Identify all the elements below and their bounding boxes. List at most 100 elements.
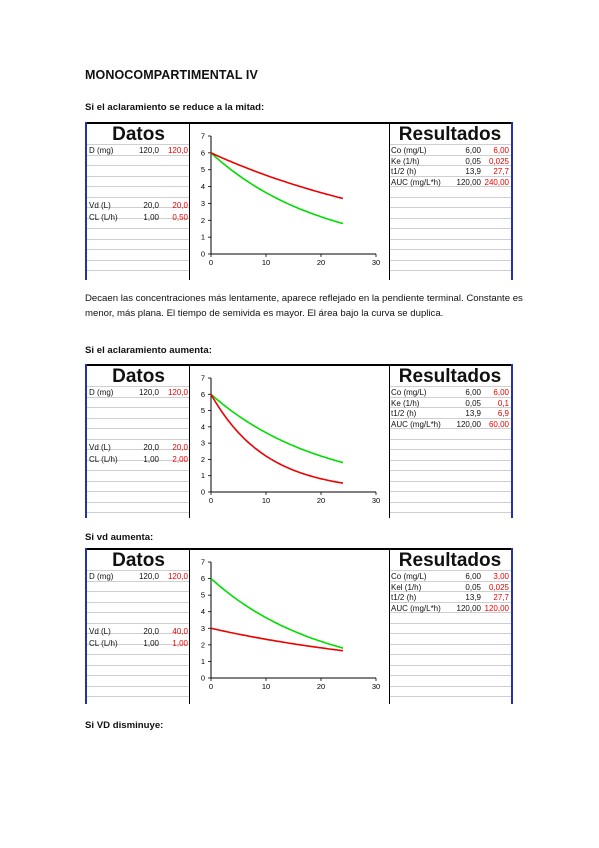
- datos-title: Datos: [112, 366, 165, 387]
- datos-panel: Datos D (mg) 120,0 120,0 Vd (L) 20,0 20,0 CL (L…: [87, 364, 190, 518]
- modified-curve: [210, 627, 344, 652]
- y-tick-label: 3: [201, 624, 205, 633]
- x-tick-label: 20: [317, 258, 325, 267]
- datos-new-value: 40,0: [172, 627, 188, 636]
- modified-curve: [210, 393, 344, 484]
- y-tick-label: 7: [201, 558, 205, 567]
- y-tick-label: 5: [201, 165, 205, 174]
- datos-base-value: 20,0: [143, 201, 159, 210]
- resultados-title: Resultados: [398, 550, 502, 571]
- x-tick-label: 0: [209, 496, 213, 505]
- datos-new-value: 120,0: [167, 388, 188, 397]
- y-tick-label: 4: [201, 607, 205, 616]
- datos-panel: Datos D (mg) 120,0 120,0 Vd (L) 20,0 40,0 CL (L…: [87, 548, 190, 704]
- resultados-base-value: 6,00: [465, 388, 481, 397]
- resultados-label: t1/2 (h): [391, 593, 417, 602]
- x-tick-label: 10: [262, 682, 270, 691]
- x-tick-label: 20: [317, 682, 325, 691]
- datos-base-value: 1,00: [143, 213, 159, 222]
- caption-vd-decreased: Si VD disminuye:: [85, 720, 164, 731]
- resultados-new-value: 240,00: [484, 177, 509, 187]
- y-tick-label: 6: [201, 574, 205, 583]
- x-tick-label: 30: [372, 496, 380, 505]
- datos-new-value: 120,0: [167, 146, 188, 155]
- caption-vd-increased: Si vd aumenta:: [85, 532, 154, 543]
- y-tick-label: 2: [201, 455, 205, 464]
- spreadsheet-panel-2: Datos D (mg) 120,0 120,0 Vd (L) 20,0 20,0 CL (L…: [85, 364, 513, 518]
- y-tick-label: 3: [201, 199, 205, 208]
- resultados-panel: Resultados Co (mg/L) 6,00 6,00 Ke (1/h) 0,05 0…: [389, 122, 511, 280]
- datos-new-value: 20,0: [172, 201, 188, 210]
- y-tick-label: 4: [201, 422, 205, 431]
- resultados-new-value: 27,7: [493, 593, 509, 602]
- y-tick-label: 7: [201, 132, 205, 141]
- datos-title: Datos: [112, 124, 165, 145]
- resultados-label: t1/2 (h): [391, 167, 417, 176]
- y-tick-label: 2: [201, 216, 205, 225]
- resultados-new-value: 120,00: [484, 603, 509, 613]
- spreadsheet-panel-3: Datos D (mg) 120,0 120,0 Vd (L) 20,0 40,0 CL (L…: [85, 548, 513, 704]
- datos-new-value: 20,0: [172, 443, 188, 452]
- resultados-label: AUC (mg/L*h): [391, 419, 441, 429]
- datos-new-value: 1,00: [172, 639, 188, 648]
- concentration-chart: 0 1 2 3 4 5 6 7 0 10 20 30: [201, 132, 380, 268]
- resultados-label: Ke (1/h): [391, 156, 420, 166]
- y-tick-label: 5: [201, 406, 205, 415]
- y-tick-label: 2: [201, 640, 205, 649]
- y-tick-label: 4: [201, 182, 205, 191]
- resultados-base-value: 0,05: [465, 582, 481, 592]
- y-tick-label: 6: [201, 148, 205, 157]
- resultados-label: Co (mg/L): [391, 388, 427, 397]
- resultados-base-value: 13,9: [465, 409, 481, 418]
- datos-base-value: 20,0: [143, 443, 159, 452]
- datos-base-value: 120,0: [138, 572, 159, 581]
- resultados-new-value: 6,00: [493, 388, 509, 397]
- datos-label: CL (L/h): [89, 213, 118, 222]
- baseline-curve: [210, 393, 344, 464]
- baseline-curve: [210, 577, 344, 649]
- y-tick-label: 7: [201, 374, 205, 383]
- y-tick-label: 1: [201, 657, 205, 666]
- y-tick-label: 0: [201, 674, 205, 683]
- datos-base-value: 1,00: [143, 639, 159, 648]
- datos-base-value: 20,0: [143, 627, 159, 636]
- resultados-label: t1/2 (h): [391, 409, 417, 418]
- y-tick-label: 0: [201, 250, 205, 259]
- datos-label: D (mg): [89, 572, 114, 581]
- modified-curve: [210, 152, 344, 200]
- resultados-new-value: 3,00: [493, 572, 509, 581]
- resultados-new-value: 0,1: [497, 398, 509, 408]
- resultados-title: Resultados: [398, 366, 502, 387]
- y-tick-label: 3: [201, 439, 205, 448]
- datos-label: Vd (L): [89, 627, 111, 636]
- datos-base-value: 1,00: [143, 455, 159, 464]
- resultados-base-value: 0,05: [465, 398, 481, 408]
- x-tick-label: 10: [262, 496, 270, 505]
- y-tick-label: 6: [201, 390, 205, 399]
- resultados-title: Resultados: [398, 124, 502, 145]
- resultados-base-value: 0,05: [465, 156, 481, 166]
- resultados-label: AUC (mg/L*h): [391, 603, 441, 613]
- y-tick-label: 0: [201, 488, 205, 497]
- caption-clearance-halved: Si el aclaramiento se reduce a la mitad:: [85, 102, 265, 113]
- page-title: MONOCOMPARTIMENTAL IV: [85, 68, 258, 82]
- resultados-label: Co (mg/L): [391, 572, 427, 581]
- resultados-label: Co (mg/L): [391, 146, 427, 155]
- x-tick-label: 30: [372, 258, 380, 267]
- resultados-base-value: 13,9: [465, 593, 481, 602]
- concentration-chart: 0 1 2 3 4 5 6 7 0 10 20 30: [201, 374, 380, 506]
- datos-base-value: 120,0: [138, 388, 159, 397]
- datos-title: Datos: [112, 550, 165, 571]
- datos-base-value: 120,0: [138, 146, 159, 155]
- resultados-new-value: 27,7: [493, 167, 509, 176]
- baseline-curve: [210, 152, 344, 225]
- datos-label: CL (L/h): [89, 455, 118, 464]
- resultados-new-value: 0,025: [488, 156, 509, 166]
- resultados-new-value: 6,00: [493, 146, 509, 155]
- spreadsheet-panel-1: Datos D (mg) 120,0 120,0 Vd (L) 20,0 20,0 CL (L…: [85, 122, 513, 280]
- resultados-base-value: 6,00: [465, 146, 481, 155]
- x-tick-label: 20: [317, 496, 325, 505]
- datos-label: CL (L/h): [89, 639, 118, 648]
- x-tick-label: 0: [209, 258, 213, 267]
- resultados-panel: Resultados Co (mg/L) 6,00 3,00 Kel (1/h) 0,05…: [389, 548, 511, 704]
